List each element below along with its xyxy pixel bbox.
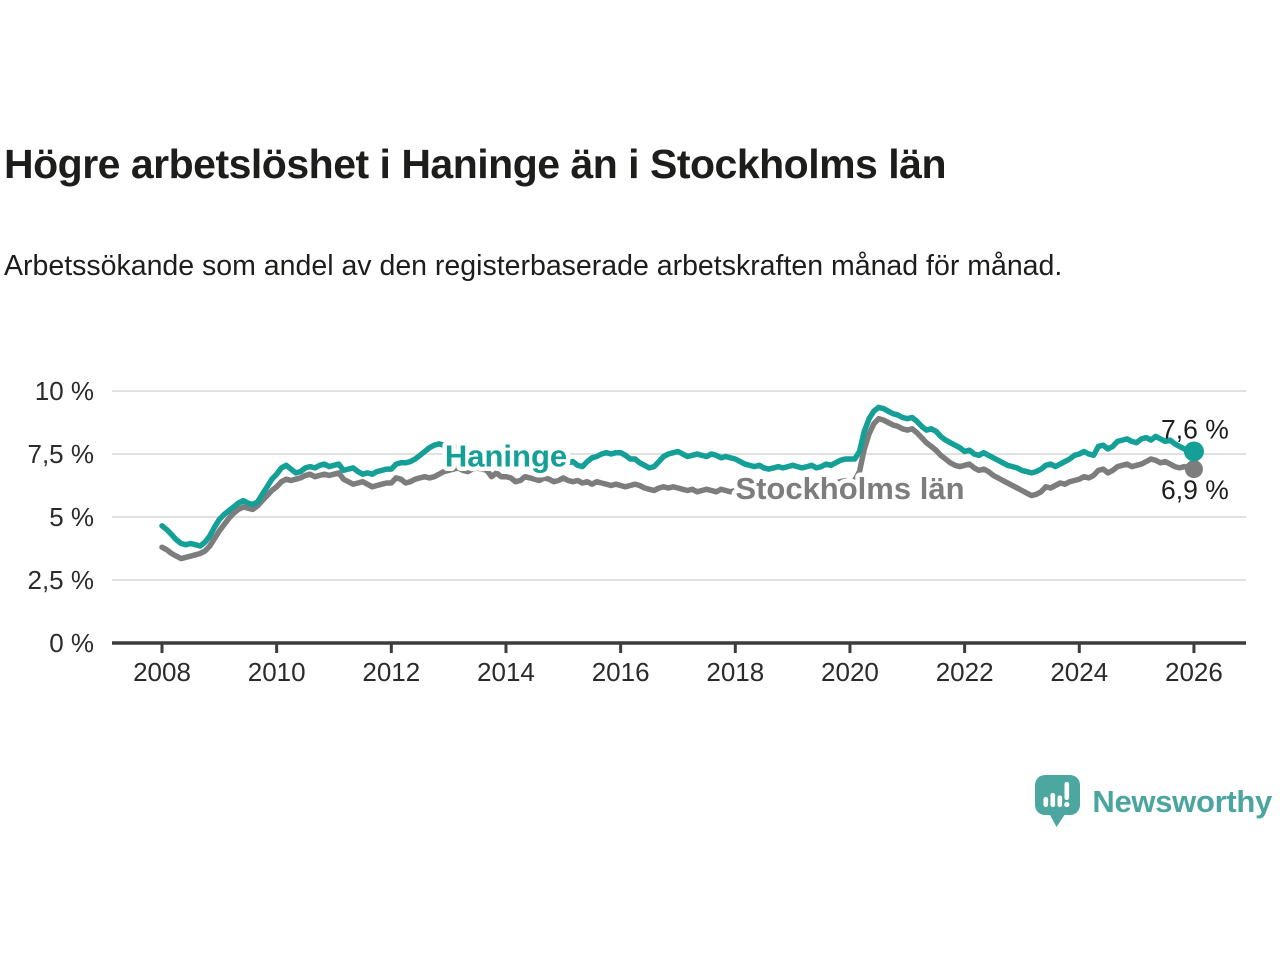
series-inline-label: Stockholms län (735, 471, 964, 506)
x-axis-tick-label: 2016 (592, 657, 650, 687)
chart-title: Högre arbetslöshet i Haninge än i Stockh… (4, 141, 946, 187)
x-axis-tick-label: 2020 (821, 657, 879, 687)
newsworthy-attribution: Newsworthy (1034, 774, 1272, 829)
x-axis-tick-label: 2014 (477, 657, 535, 687)
series-end-dot (1183, 441, 1204, 462)
newsworthy-brand-text: Newsworthy (1092, 783, 1272, 819)
series-end-value-label: 6,9 % (1161, 475, 1229, 505)
x-axis-tick-label: 2010 (248, 657, 306, 687)
x-axis-tick-label: 2008 (133, 657, 191, 687)
x-axis-tick-label: 2022 (936, 657, 994, 687)
chart-subtitle: Arbetssökande som andel av den registerb… (4, 250, 1063, 282)
x-axis-tick-label: 2018 (706, 657, 764, 687)
y-axis-tick-label: 2,5 % (28, 565, 95, 595)
x-axis-tick-label: 2012 (362, 657, 420, 687)
series-line-haninge (159, 404, 1197, 549)
y-axis-tick-label: 5 % (49, 502, 94, 532)
series-end-value-label: 7,6 % (1161, 414, 1229, 444)
y-axis-tick-label: 7,5 % (28, 439, 95, 469)
logo-bar-chart-glyph (1043, 782, 1070, 808)
series-line-stockholms-lan (159, 415, 1197, 562)
series-inline-label: Haninge (445, 438, 567, 473)
series-end-dot (1184, 460, 1203, 479)
y-axis-tick-label: 0 % (49, 628, 94, 658)
x-axis-tick-label: 2024 (1050, 657, 1108, 687)
series-layer (159, 404, 1197, 562)
series-label-layer: Stockholms län 6,9 % Haninge 7,6 % (440, 414, 1229, 510)
x-axis-tick-label: 2026 (1165, 657, 1223, 687)
newsworthy-logo-icon (1035, 775, 1081, 827)
axis-layer: 0 % 2,5 % 5 % 7,5 % 10 % 2008 2010 2012 2014 2016… (28, 376, 1246, 687)
y-axis-tick-label: 10 % (35, 376, 94, 406)
